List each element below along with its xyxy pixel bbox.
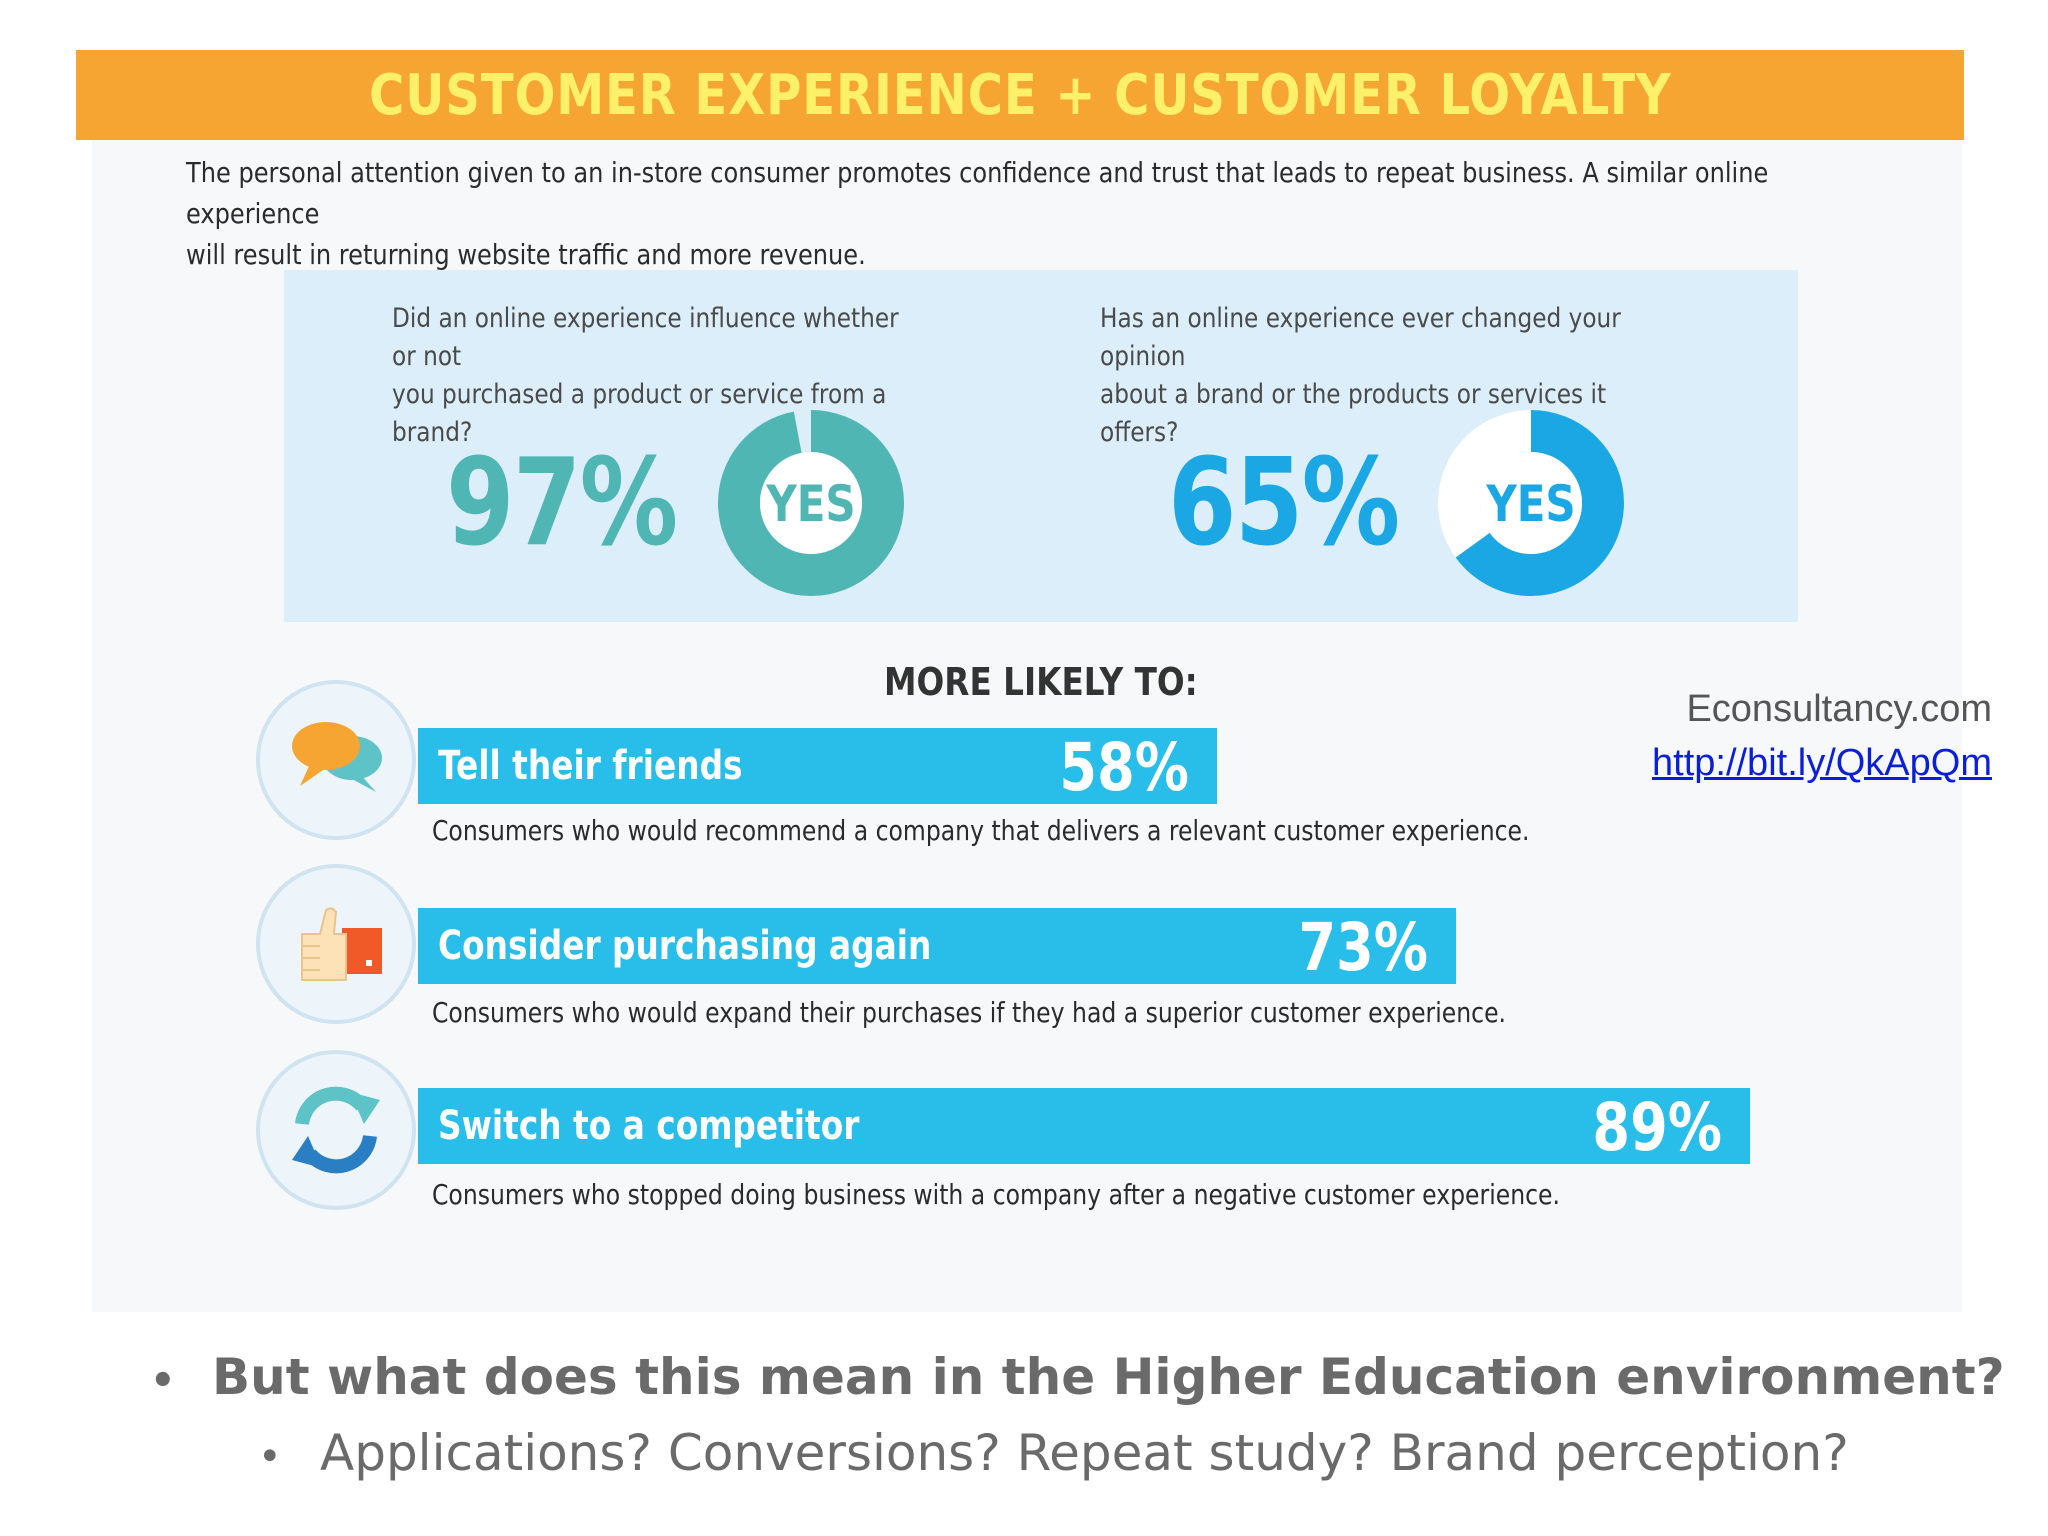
source-link[interactable]: http://bit.ly/QkApQm <box>1652 742 1992 784</box>
question-1: Did an online experience influence wheth… <box>392 300 925 452</box>
stat-1-percent: 97% <box>446 434 678 573</box>
bar-tell-friends: Tell their friends 58% <box>418 728 1217 806</box>
donut-slice-yes <box>718 410 904 596</box>
donut-center-label: YES <box>1485 474 1575 532</box>
bullet-main: • But what does this mean in the Higher E… <box>150 1348 2005 1406</box>
bar-label: Switch to a competitor <box>438 1103 860 1149</box>
donut-center-label: YES <box>765 474 855 532</box>
bullet-dot-icon: • <box>150 1357 176 1404</box>
bar-value-label: 58% <box>1059 729 1189 806</box>
donut-slice-yes <box>1438 410 1624 596</box>
more-likely-title: MORE LIKELY TO: <box>884 660 1198 704</box>
question-2-line-1: Has an online experience ever changed yo… <box>1100 303 1621 372</box>
question-1-line-1: Did an online experience influence wheth… <box>392 303 899 372</box>
speech-bubbles-icon <box>256 680 416 840</box>
bar-label: Consider purchasing again <box>438 923 932 969</box>
stat-2-percent: 65% <box>1168 434 1400 573</box>
bar-description: Consumers who stopped doing business wit… <box>432 1178 1560 1211</box>
intro-text: The personal attention given to an in-st… <box>186 152 1872 275</box>
infographic-title: CUSTOMER EXPERIENCE + CUSTOMER LOYALTY <box>368 62 1672 128</box>
thumbs-up-icon <box>256 864 416 1024</box>
donut-center <box>1480 452 1582 554</box>
bullet-sub: • Applications? Conversions? Repeat study… <box>258 1424 1849 1482</box>
bar-label: Tell their friends <box>438 743 743 789</box>
bar-description: Consumers who would recommend a company … <box>432 814 1530 847</box>
bar-description: Consumers who would expand their purchas… <box>432 996 1507 1029</box>
question-2: Has an online experience ever changed yo… <box>1100 300 1633 452</box>
bar-value-label: 73% <box>1298 909 1428 986</box>
source-name: Econsultancy.com <box>1686 688 1992 730</box>
bullet-dot-icon: • <box>258 1433 282 1480</box>
donut-chart-1: YES <box>718 410 904 596</box>
donut-chart-2: YES <box>1438 410 1624 596</box>
bar-value-label: 89% <box>1592 1089 1722 1166</box>
question-1-line-2: you purchased a product or service from … <box>392 379 887 448</box>
intro-line-2: will result in returning website traffic… <box>186 238 866 271</box>
intro-line-1: The personal attention given to an in-st… <box>186 156 1769 230</box>
title-banner: CUSTOMER EXPERIENCE + CUSTOMER LOYALTY <box>76 50 1964 140</box>
bar-consider-purchasing: Consider purchasing again 73% <box>418 908 1456 986</box>
question-2-line-2: about a brand or the products or service… <box>1100 379 1607 448</box>
bullet-sub-text: Applications? Conversions? Repeat study?… <box>320 1424 1849 1482</box>
donut-center <box>760 452 862 554</box>
bullet-main-text: But what does this mean in the Higher Ed… <box>212 1348 2005 1406</box>
refresh-arrows-icon <box>256 1050 416 1210</box>
bar-switch-competitor: Switch to a competitor 89% <box>418 1088 1750 1166</box>
source-attribution: Econsultancy.com http://bit.ly/QkApQm <box>1652 682 1992 790</box>
